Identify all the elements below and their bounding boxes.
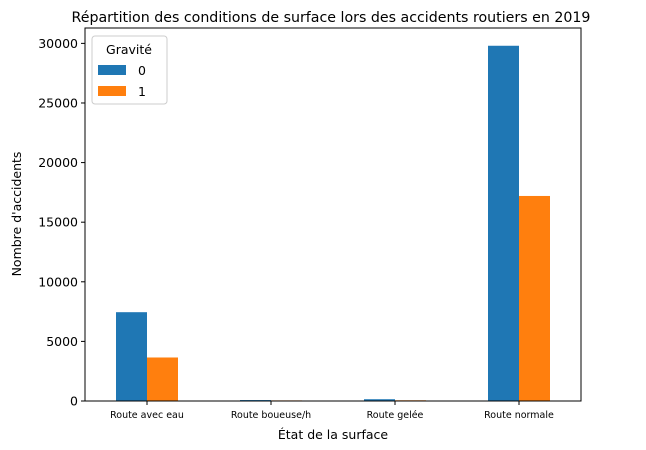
y-tick-label: 0 bbox=[70, 394, 78, 409]
y-tick-label: 25000 bbox=[38, 95, 78, 110]
legend-label-0: 0 bbox=[138, 63, 146, 78]
x-axis-label: État de la surface bbox=[278, 427, 389, 442]
y-tick-label: 10000 bbox=[38, 274, 78, 289]
legend-swatch-1 bbox=[98, 86, 126, 96]
bar-series-0-route-gel-e bbox=[364, 399, 395, 401]
legend-label-1: 1 bbox=[138, 84, 146, 99]
y-tick-label: 5000 bbox=[46, 334, 78, 349]
bar-series-1-route-normale bbox=[519, 195, 550, 401]
bar-series-0-route-avec-eau bbox=[116, 312, 147, 401]
y-tick-label: 20000 bbox=[38, 155, 78, 170]
y-tick-label: 15000 bbox=[38, 215, 78, 230]
legend-title: Gravité bbox=[106, 42, 152, 57]
x-tick-label: Route normale bbox=[484, 410, 554, 421]
bar-series-0-route-normale bbox=[488, 45, 519, 401]
x-tick-label: Route boueuse/h bbox=[231, 410, 311, 421]
y-tick-label: 30000 bbox=[38, 36, 78, 51]
y-axis-label: Nombre d'accidents bbox=[9, 152, 24, 277]
plot-frame bbox=[84, 27, 582, 402]
legend: Gravité 0 1 bbox=[91, 35, 168, 105]
bars-layer bbox=[116, 45, 550, 401]
x-tick-label: Route avec eau bbox=[110, 410, 184, 421]
legend-swatch-0 bbox=[98, 65, 126, 75]
ticks-layer: 0 5000 10000 15000 20000 25000 30000 Route avec… bbox=[38, 36, 554, 421]
chart-title: Répartition des conditions de surface lo… bbox=[72, 10, 591, 26]
x-tick-label: Route gelée bbox=[367, 410, 424, 421]
bar-series-1-route-avec-eau bbox=[147, 357, 178, 401]
